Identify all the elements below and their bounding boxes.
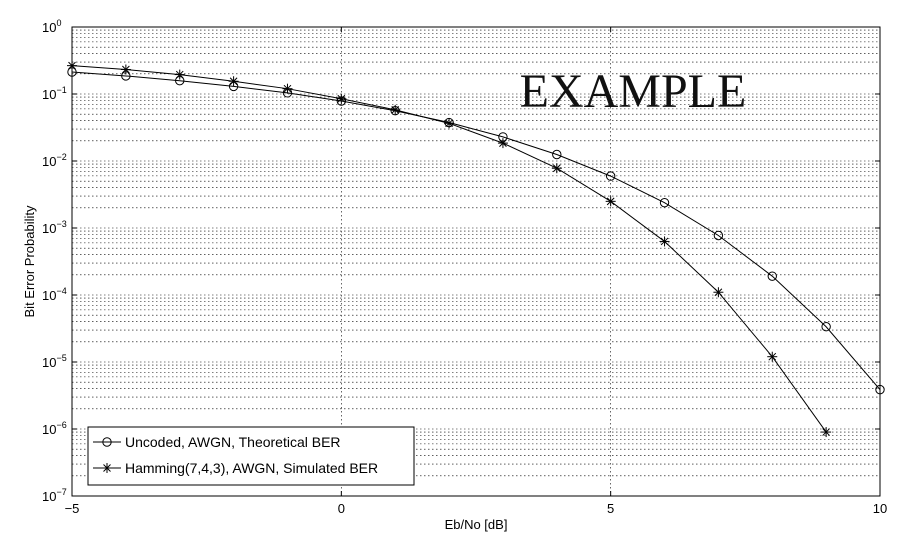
series-line [71,71,881,390]
y-tick-label: 100 [42,18,61,35]
legend: Uncoded, AWGN, Theoretical BER Hamming(7… [87,426,415,486]
asterisk-marker [283,84,292,93]
y-tick-label: 10−2 [42,152,67,169]
series-1 [67,60,832,438]
legend-box [87,426,415,486]
x-tick-label: 5 [607,501,614,516]
circle-marker [605,171,616,181]
legend-entry-uncoded: Uncoded, AWGN, Theoretical BER [93,434,341,450]
asterisk-marker [768,352,777,361]
asterisk-marker [122,65,130,74]
legend-entry-hamming: Hamming(7,4,3), AWGN, Simulated BER [93,460,378,476]
asterisk-marker [337,94,346,103]
legend-label-hamming: Hamming(7,4,3), AWGN, Simulated BER [125,460,378,476]
y-tick-label: 10−6 [42,420,67,437]
y-tick-label: 10−7 [42,487,67,504]
y-tick-label: 10−4 [42,286,67,303]
y-tick-labels: 100 10−1 10−2 10−3 10−4 10−5 10−6 10−7 [42,18,67,504]
tick-marks [71,26,881,497]
grid-lines [72,27,880,496]
y-tick-label: 10−5 [42,353,67,370]
asterisk-marker [68,61,76,70]
asterisk-marker [822,428,830,436]
asterisk-marker [660,237,669,246]
x-tick-label: −5 [65,501,80,516]
asterisk-marker [714,288,723,297]
circle-marker [102,437,112,447]
asterisk-marker [103,464,111,472]
legend-circle-marker [102,437,112,447]
circle-marker [875,384,885,395]
circle-marker [767,271,777,281]
asterisk-marker [229,77,238,86]
asterisk-marker [175,70,184,79]
asterisk-marker [552,164,561,173]
circle-marker [713,230,724,241]
series-0 [67,67,885,395]
asterisk-marker [391,105,400,114]
watermark-text: EXAMPLE [520,65,747,118]
y-tick-label: 10−1 [42,85,67,102]
asterisk-marker [606,197,615,206]
x-tick-label: 0 [338,501,345,516]
series-layer [67,60,885,438]
legend-label-uncoded: Uncoded, AWGN, Theoretical BER [125,434,341,450]
circle-marker [659,197,670,208]
plot-frame [71,26,881,497]
x-tick-label: 10 [873,501,887,516]
circle-marker [552,149,562,160]
y-tick-label: 10−3 [42,219,67,236]
y-axis-label: Bit Error Probability [22,205,37,317]
x-axis-label: Eb/No [dB] [445,517,508,532]
x-tick-labels: −5 0 5 10 [65,501,888,516]
legend-asterisk-marker [102,463,112,473]
asterisk-marker [445,119,453,128]
asterisk-marker [499,139,507,147]
circle-marker [821,322,831,332]
